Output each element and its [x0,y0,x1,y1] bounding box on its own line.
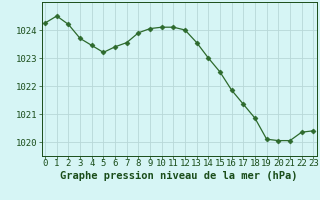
X-axis label: Graphe pression niveau de la mer (hPa): Graphe pression niveau de la mer (hPa) [60,171,298,181]
